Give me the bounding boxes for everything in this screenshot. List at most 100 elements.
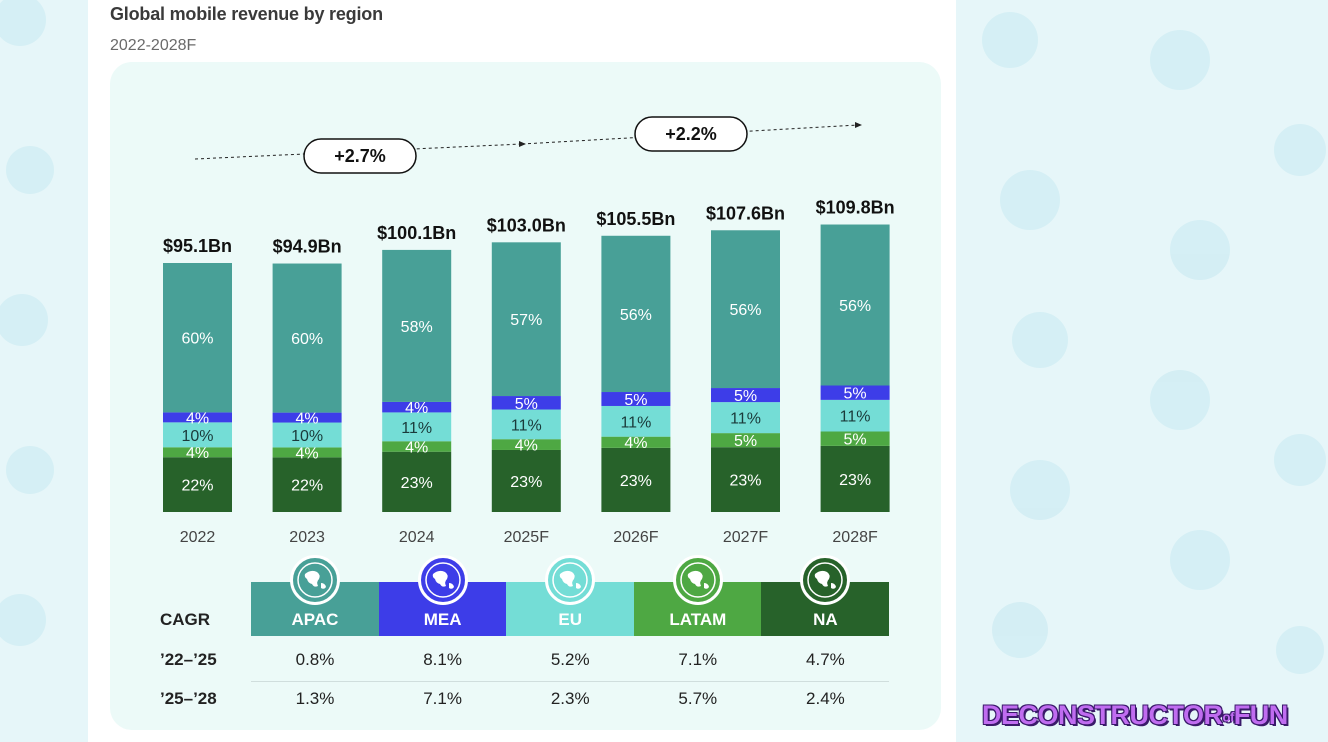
segment-label: 4%: [405, 400, 428, 417]
cagr-value-apac: 0.8%: [295, 650, 335, 669]
segment-label: 11%: [401, 420, 432, 437]
bar-segment-na-2027f: [711, 447, 780, 512]
growth-badge: [303, 138, 417, 174]
region-name: EU: [558, 610, 582, 629]
chart-title: Global mobile revenue by region: [110, 4, 383, 24]
x-tick-label: 2027F: [723, 529, 769, 546]
region-header-mea: MEA: [378, 555, 507, 636]
bar-segment-latam-2027f: [711, 433, 780, 448]
segment-label: 22%: [291, 478, 323, 495]
bar-segment-eu-2025f: [491, 409, 561, 440]
segment-label: 10%: [181, 428, 213, 445]
bar-segment-na-2028f: [820, 445, 890, 512]
region-header-na: NA: [761, 555, 890, 636]
segment-label: 56%: [620, 307, 652, 324]
segment-label: 23%: [510, 474, 542, 491]
segment-label: 4%: [296, 445, 319, 462]
total-label: $103.0Bn: [487, 215, 566, 235]
region-header-eu: EU: [506, 555, 635, 636]
segment-label: 57%: [510, 312, 542, 329]
segment-label: 4%: [624, 435, 647, 452]
globe-icon: [672, 555, 723, 605]
bar-segment-eu-2023: [272, 422, 342, 448]
arrow-head-icon: [855, 122, 862, 128]
x-tick-label: 2026F: [613, 529, 659, 546]
cagr-value-eu: 5.2%: [550, 650, 590, 669]
segment-label: 60%: [291, 331, 323, 348]
bar-segment-latam-2023: [272, 447, 342, 458]
segment-label: 4%: [186, 410, 209, 427]
bar-segment-apac-2024: [382, 249, 452, 402]
total-label: $100.1Bn: [377, 223, 456, 243]
region-name: LATAM: [669, 610, 727, 629]
bar-segment-mea-2028f: [820, 385, 890, 400]
table-divider: [251, 681, 889, 682]
segment-label: 11%: [840, 409, 871, 426]
cagr-value-mea: 7.1%: [423, 689, 462, 708]
total-label: $94.9Bn: [273, 237, 342, 257]
x-tick-label: 2028F: [832, 529, 878, 546]
segment-label: 56%: [839, 298, 871, 315]
bar-segment-eu-2028f: [820, 399, 890, 432]
bar-segment-apac-2027f: [711, 230, 780, 389]
region-header-apac: APAC: [251, 555, 379, 636]
segment-label: 5%: [515, 396, 538, 413]
segment-label: 60%: [181, 331, 213, 348]
segment-label: 5%: [624, 392, 647, 409]
segment-label: 23%: [839, 472, 871, 489]
globe-icon: [800, 555, 851, 605]
globe-icon: [417, 555, 468, 605]
segment-label: 4%: [405, 439, 428, 456]
bar-segment-apac-2025f: [491, 242, 561, 397]
globe-icon: [290, 555, 340, 605]
cagr-period-1: ’22–’25: [160, 650, 217, 669]
cagr-value-mea: 8.1%: [423, 650, 462, 669]
segment-label: 58%: [401, 319, 433, 336]
bar-segment-mea-2026f: [601, 392, 671, 406]
bar-segment-mea-2025f: [491, 396, 561, 410]
globe-icon: [545, 555, 596, 605]
bar-segment-mea-2027f: [711, 388, 780, 403]
x-tick-label: 2023: [289, 529, 325, 546]
bar-segment-mea-2022: [163, 412, 232, 423]
segment-label: 23%: [401, 475, 433, 492]
total-label: $107.6Bn: [706, 203, 785, 223]
cagr-value-latam: 5.7%: [678, 689, 718, 708]
segment-label: 5%: [844, 432, 867, 449]
bar-segment-na-2026f: [601, 447, 671, 512]
cagr-value-apac: 1.3%: [295, 689, 335, 708]
segment-label: 56%: [729, 302, 761, 319]
bar-segment-apac-2022: [163, 263, 232, 413]
bar-segment-apac-2026f: [601, 235, 671, 393]
total-label: $95.1Bn: [163, 236, 232, 256]
bar-segment-na-2025f: [491, 449, 561, 512]
brand-logo: DECONSTRUCTORofFUN: [982, 700, 1288, 730]
bar-segment-apac-2023: [272, 263, 342, 413]
cagr-value-eu: 2.3%: [550, 689, 590, 708]
bar-segment-latam-2022: [163, 447, 232, 458]
bar-segment-apac-2028f: [820, 224, 890, 386]
x-tick-label: 2024: [399, 529, 435, 546]
segment-label: 11%: [620, 414, 651, 431]
bar-segment-na-2022: [163, 457, 232, 512]
growth-label: +2.7%: [334, 146, 386, 166]
growth-badge: [634, 116, 748, 152]
cagr-label: CAGR: [160, 610, 211, 629]
segment-label: 5%: [844, 386, 867, 403]
bar-segment-latam-2028f: [820, 431, 890, 446]
segment-label: 4%: [296, 411, 319, 428]
region-header-latam: LATAM: [633, 555, 762, 636]
bar-segment-latam-2025f: [491, 439, 561, 450]
bar-segment-na-2023: [272, 457, 342, 512]
total-label: $105.5Bn: [596, 209, 675, 229]
bar-segment-eu-2024: [382, 412, 452, 442]
bar-segment-na-2024: [382, 451, 452, 512]
segment-label: 4%: [186, 445, 209, 462]
chart-subtitle: 2022-2028F: [110, 37, 197, 54]
x-tick-label: 2025F: [504, 529, 550, 546]
segment-label: 4%: [515, 438, 538, 455]
bar-segment-eu-2027f: [711, 402, 780, 434]
bar-segment-mea-2023: [272, 412, 342, 423]
